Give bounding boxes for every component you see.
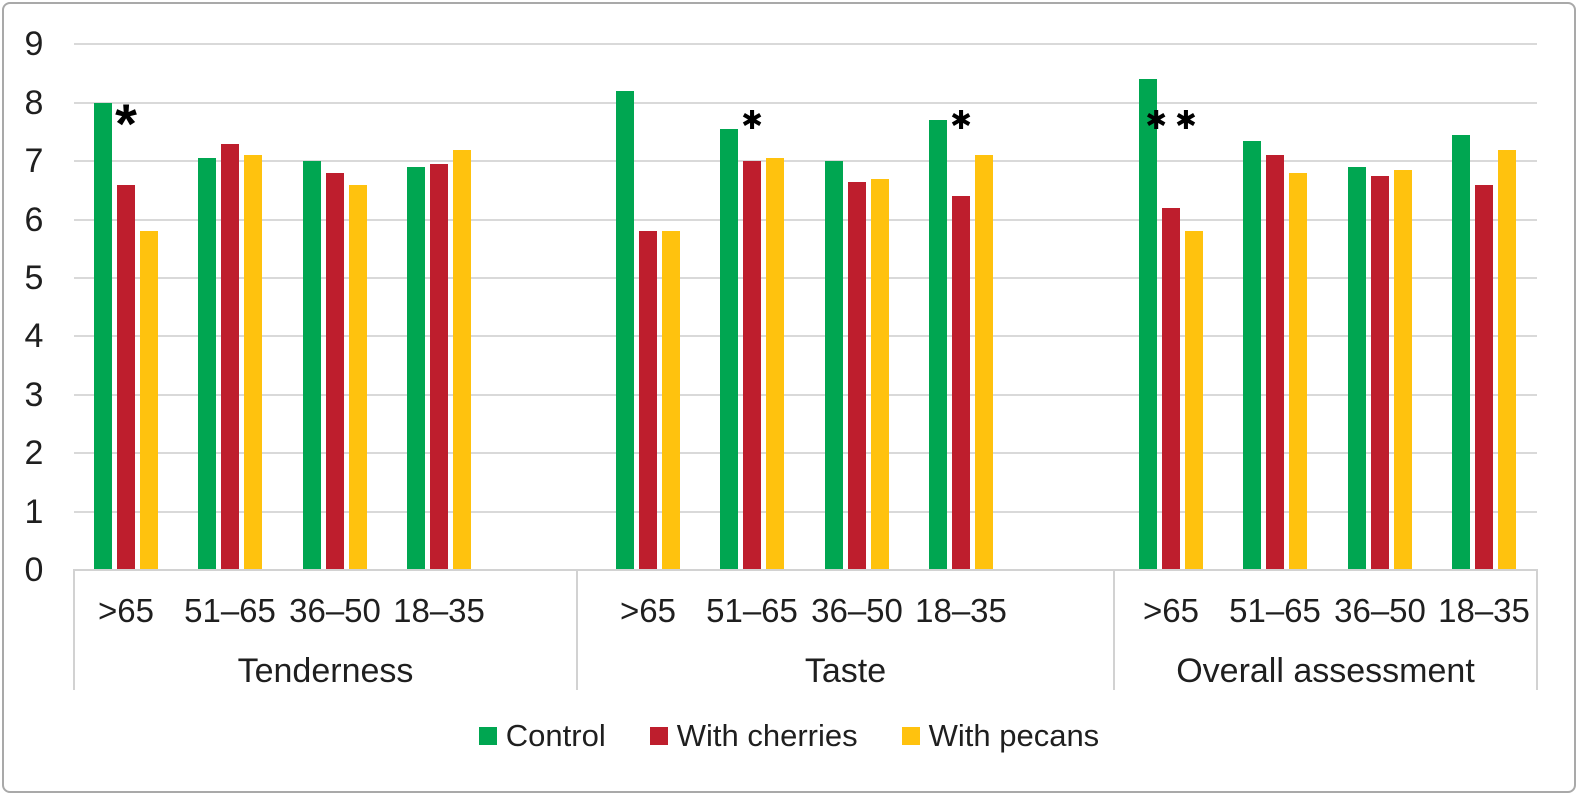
bar-control-tenderness-51-65 bbox=[198, 158, 216, 570]
gridline-3 bbox=[74, 393, 1537, 396]
bar-with-pecans-tenderness-gt65 bbox=[140, 231, 158, 570]
bar-with-cherries-overall-assessment-gt65 bbox=[1162, 208, 1180, 570]
y-tick-label-9: 9 bbox=[24, 25, 44, 64]
y-tick-label-7: 7 bbox=[24, 142, 44, 181]
bar-with-pecans-taste-gt65 bbox=[662, 231, 680, 570]
y-tick-label-1: 1 bbox=[24, 492, 44, 531]
gridline-6 bbox=[74, 218, 1537, 221]
bar-with-pecans-taste-18-35 bbox=[975, 155, 993, 570]
bar-with-cherries-taste-18-35 bbox=[952, 196, 970, 570]
bar-with-cherries-taste-36-50 bbox=[848, 182, 866, 570]
panel-title-taste: Taste bbox=[804, 652, 887, 690]
bar-with-pecans-tenderness-36-50 bbox=[349, 185, 367, 570]
bar-with-cherries-tenderness-36-50 bbox=[326, 173, 344, 570]
legend-swatch-control bbox=[478, 727, 497, 745]
gridline-8 bbox=[74, 101, 1537, 104]
bar-with-cherries-tenderness-gt65 bbox=[117, 185, 135, 570]
category-label-overall-assessment-36-50: 36–50 bbox=[1334, 592, 1426, 629]
bar-control-taste-36-50 bbox=[825, 161, 843, 570]
y-tick-label-4: 4 bbox=[24, 317, 44, 356]
bar-with-cherries-taste-gt65 bbox=[639, 231, 657, 570]
bar-with-pecans-taste-51-65 bbox=[766, 158, 784, 570]
category-label-tenderness-51-65: 51–65 bbox=[184, 592, 276, 629]
gridline-9 bbox=[74, 43, 1537, 46]
bar-control-tenderness-gt65 bbox=[94, 103, 112, 570]
category-label-taste-18-35: 18–35 bbox=[915, 592, 1007, 629]
legend-item-with-cherries: With cherries bbox=[649, 718, 858, 754]
y-tick-label-0: 0 bbox=[24, 551, 44, 589]
bar-with-pecans-tenderness-18-35 bbox=[453, 150, 471, 570]
legend-swatch-with-pecans bbox=[901, 727, 920, 745]
significance-mark-tenderness-gt65: * bbox=[115, 92, 137, 155]
category-label-taste-gt65: >65 bbox=[620, 592, 676, 629]
panel-title-overall-assessment: Overall assessment bbox=[1176, 652, 1475, 690]
grouped-bar-chart: 0 1 2 3 4 5 6 7 8 9 >65 51–65 36–50 18–35 Tenderness >6… bbox=[4, 4, 1574, 791]
y-tick-label-3: 3 bbox=[24, 375, 44, 414]
bar-with-cherries-tenderness-18-35 bbox=[430, 164, 448, 570]
gridline-4 bbox=[74, 335, 1537, 338]
category-label-taste-36-50: 36–50 bbox=[811, 592, 903, 629]
bar-with-cherries-taste-51-65 bbox=[743, 161, 761, 570]
bar-control-overall-assessment-36-50 bbox=[1348, 167, 1366, 570]
bar-with-cherries-overall-assessment-51-65 bbox=[1266, 155, 1284, 570]
y-tick-label-2: 2 bbox=[24, 434, 44, 473]
category-label-taste-51-65: 51–65 bbox=[706, 592, 798, 629]
bar-control-taste-gt65 bbox=[616, 91, 634, 570]
y-tick-label-6: 6 bbox=[24, 200, 44, 239]
legend-item-with-pecans: With pecans bbox=[901, 718, 1100, 754]
bar-with-pecans-overall-assessment-18-35 bbox=[1498, 150, 1516, 570]
bar-with-cherries-overall-assessment-36-50 bbox=[1371, 176, 1389, 570]
legend-label-control: Control bbox=[505, 718, 606, 753]
bar-control-taste-18-35 bbox=[929, 120, 947, 570]
bar-control-taste-51-65 bbox=[720, 129, 738, 570]
legend-label-with-cherries: With cherries bbox=[676, 718, 858, 753]
legend-label-with-pecans: With pecans bbox=[928, 718, 1100, 753]
bar-with-pecans-taste-36-50 bbox=[871, 179, 889, 570]
category-label-tenderness-18-35: 18–35 bbox=[393, 592, 485, 629]
band-divider-3 bbox=[1536, 569, 1538, 690]
category-label-tenderness-gt65: >65 bbox=[98, 592, 154, 629]
gridline-1 bbox=[74, 510, 1537, 513]
legend-item-control: Control bbox=[478, 718, 606, 754]
legend-swatch-with-cherries bbox=[649, 727, 668, 745]
gridline-5 bbox=[74, 277, 1537, 279]
bar-with-cherries-tenderness-51-65 bbox=[221, 144, 239, 570]
gridline-2 bbox=[74, 452, 1537, 455]
significance-mark-taste-51-65: ✱ bbox=[741, 106, 771, 136]
band-divider-2 bbox=[1113, 569, 1115, 690]
panel-title-tenderness: Tenderness bbox=[237, 652, 414, 690]
bar-control-overall-assessment-51-65 bbox=[1243, 141, 1261, 570]
band-divider-1 bbox=[576, 569, 578, 690]
x-axis-line bbox=[74, 569, 1537, 571]
category-label-overall-assessment-51-65: 51–65 bbox=[1229, 592, 1321, 629]
gridline-7 bbox=[74, 160, 1537, 163]
bar-with-pecans-overall-assessment-36-50 bbox=[1394, 170, 1412, 570]
bar-control-overall-assessment-gt65 bbox=[1139, 79, 1157, 570]
category-label-tenderness-36-50: 36–50 bbox=[289, 592, 381, 629]
bar-control-tenderness-36-50 bbox=[303, 161, 321, 570]
category-label-overall-assessment-gt65: >65 bbox=[1143, 592, 1199, 629]
bar-with-pecans-overall-assessment-51-65 bbox=[1289, 173, 1307, 570]
legend: Control With cherries With pecans bbox=[4, 718, 1574, 754]
significance-mark-taste-18-35: ✱ bbox=[950, 106, 980, 136]
category-label-overall-assessment-18-35: 18–35 bbox=[1438, 592, 1530, 629]
bar-with-pecans-overall-assessment-gt65 bbox=[1185, 231, 1203, 570]
bar-with-pecans-tenderness-51-65 bbox=[244, 155, 262, 570]
bar-with-cherries-overall-assessment-18-35 bbox=[1475, 185, 1493, 570]
y-tick-label-5: 5 bbox=[24, 259, 44, 297]
y-tick-label-8: 8 bbox=[24, 83, 44, 122]
band-divider-0 bbox=[73, 569, 75, 690]
bar-control-tenderness-18-35 bbox=[407, 167, 425, 570]
bar-control-overall-assessment-18-35 bbox=[1452, 135, 1470, 570]
significance-mark-overall-assessment-gt65: ✱✱ bbox=[1145, 106, 1205, 136]
